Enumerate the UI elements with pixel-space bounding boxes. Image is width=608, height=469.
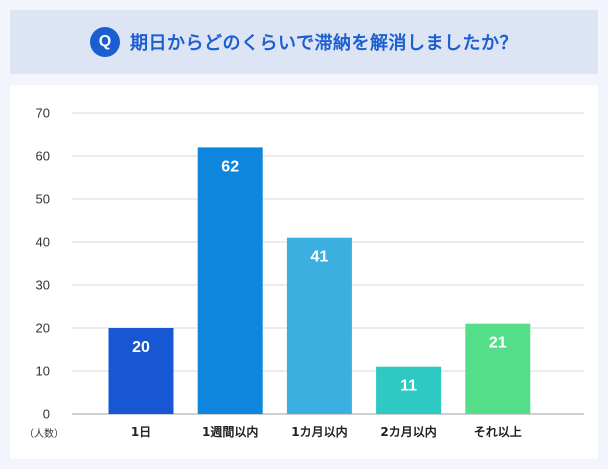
y-tick-label: 40 [36,235,50,250]
question-badge: Q [90,27,121,57]
bar-value-label: 11 [400,378,417,395]
bar [465,323,531,414]
y-axis-unit-label: （人数） [24,427,64,440]
bar-value-label: 21 [489,335,507,352]
question-header: Q 期日からどのくらいで滞納を解消しましたか？ [10,10,598,74]
y-tick-label: 60 [36,149,50,164]
x-category-label: 2カ月以内 [380,424,436,439]
x-category-label: 1週間以内 [202,424,258,439]
y-axis-ticks: 0 10 20 30 40 50 60 70 [36,106,50,422]
y-tick-label: 20 [36,321,50,336]
bar [376,366,442,414]
bar-value-label: 20 [132,339,150,356]
question-title: 期日からどのくらいで滞納を解消しましたか？ [130,33,518,54]
x-axis-labels: 1日 1週間以内 1カ月以内 2カ月以内 それ以上 [131,424,522,439]
bar [197,147,263,414]
y-tick-label: 70 [36,106,50,121]
bar-value-label: 62 [221,158,239,175]
bars [108,147,531,414]
y-tick-label: 50 [36,192,50,207]
x-category-label: それ以上 [474,424,522,439]
bar [286,237,352,414]
y-tick-label: 10 [36,364,50,379]
bar [108,328,174,414]
x-category-label: 1カ月以内 [291,424,347,439]
value-labels: 20 62 41 11 21 [132,158,507,394]
x-category-label: 1日 [131,425,151,439]
bar-value-label: 41 [311,249,329,266]
y-tick-label: 30 [36,278,50,293]
y-tick-label: 0 [43,407,50,422]
